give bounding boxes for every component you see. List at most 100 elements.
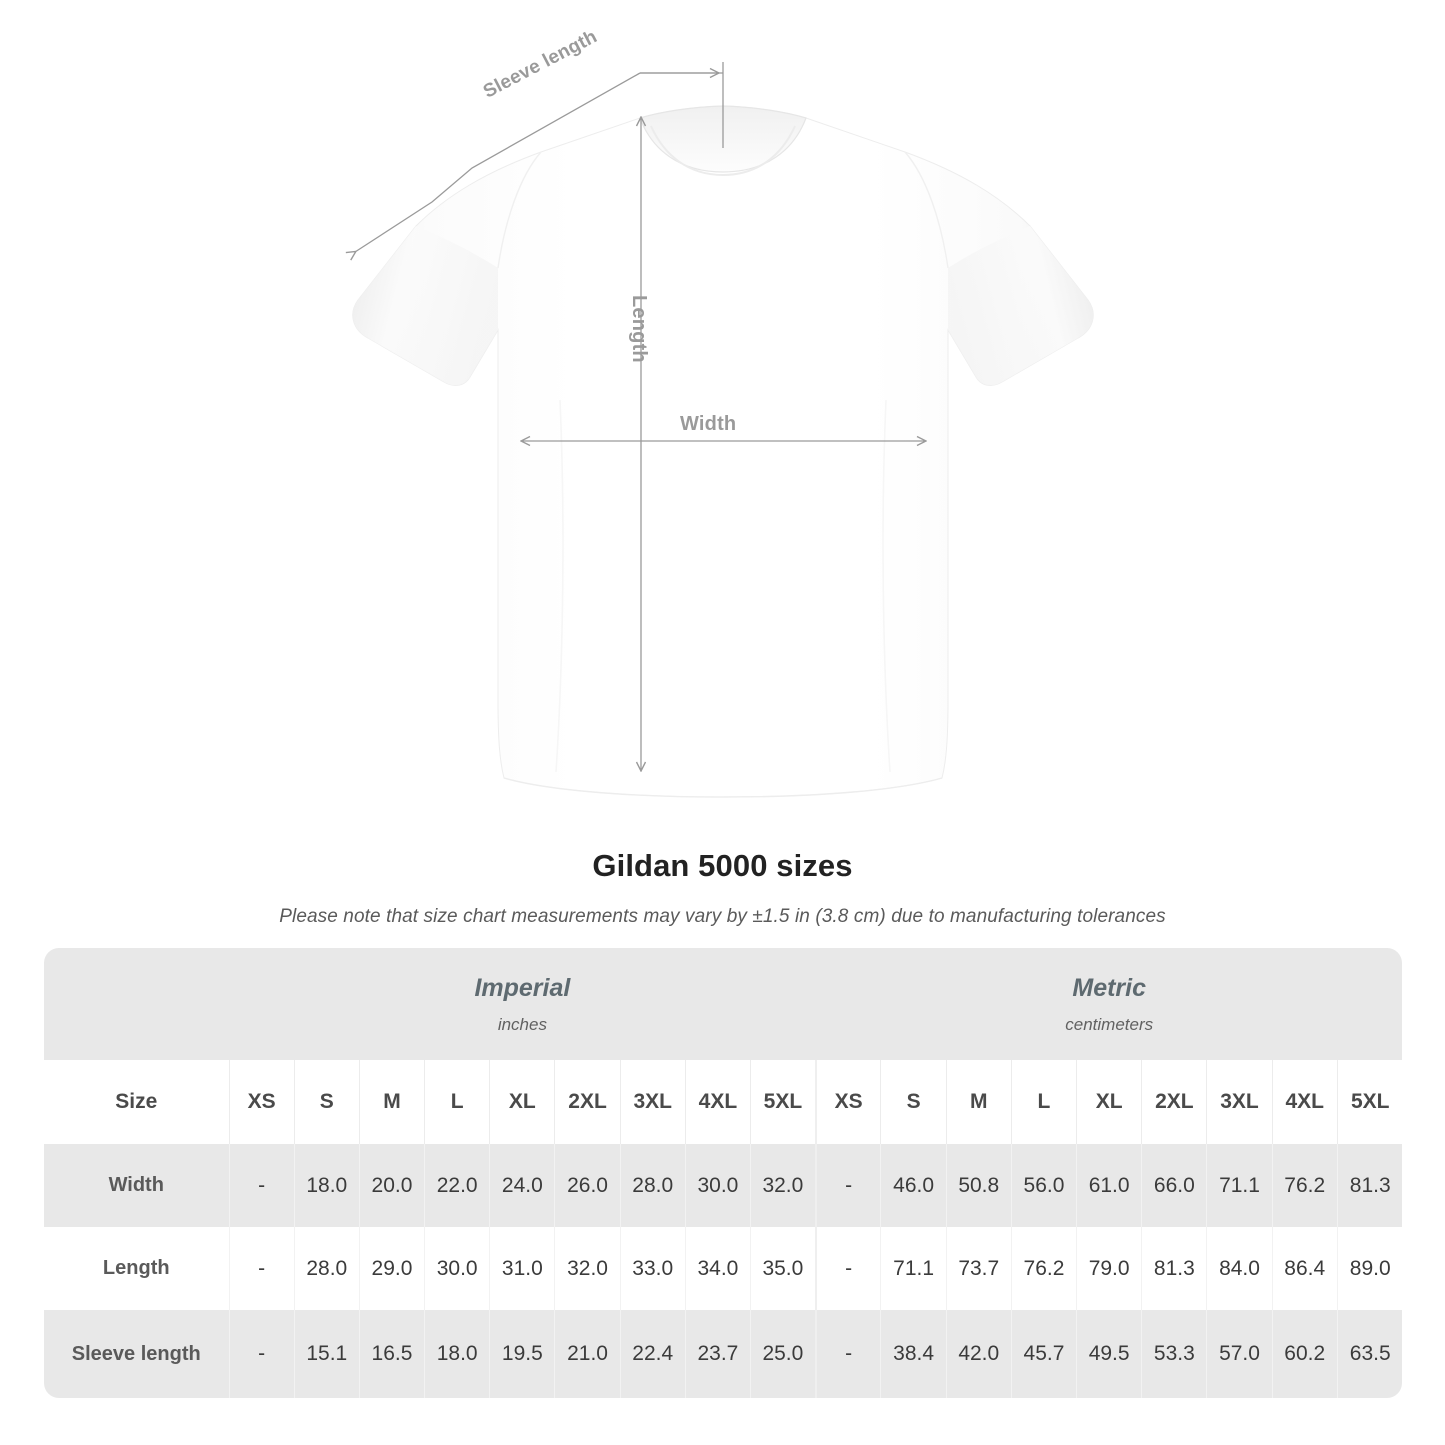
unit-sub-metric: centimeters — [1065, 1014, 1154, 1034]
cell-width-7: 30.0 — [684, 1144, 751, 1227]
size-header-imperial-3xl: 3XL — [619, 1060, 686, 1144]
row-label-width: Width — [44, 1144, 229, 1227]
tshirt-diagram: Sleeve length Length Width — [0, 26, 1094, 798]
cell-length-13: 79.0 — [1076, 1227, 1142, 1310]
tolerance-note: Please note that size chart measurements… — [279, 906, 1166, 927]
cell-width-14: 66.0 — [1141, 1144, 1207, 1227]
cell-length-16: 86.4 — [1271, 1227, 1338, 1310]
cell-sleeve-length-8: 25.0 — [749, 1310, 816, 1398]
table-body: Width -18.0 20.0 22.0 24.0 26.0 28.0 30.0 32.0-4… — [44, 1144, 1402, 1398]
size-row-label: Size — [44, 1060, 229, 1144]
cell-width-15: 71.1 — [1206, 1144, 1273, 1227]
cell-length-0: - — [228, 1227, 295, 1310]
cell-sleeve-length-2: 16.5 — [358, 1310, 425, 1398]
size-header-metric-4xl: 4XL — [1271, 1060, 1338, 1144]
unit-header-imperial: Imperial inches — [229, 948, 816, 1060]
size-header-metric-l: L — [1010, 1060, 1077, 1144]
cell-sleeve-length-1: 15.1 — [293, 1310, 360, 1398]
cell-sleeve-length-5: 21.0 — [554, 1310, 621, 1398]
size-header-imperial-5xl: 5XL — [749, 1060, 816, 1144]
cell-sleeve-length-13: 49.5 — [1076, 1310, 1142, 1398]
cell-width-17: 81.3 — [1336, 1144, 1402, 1227]
cell-width-11: 50.8 — [945, 1144, 1012, 1227]
cell-sleeve-length-11: 42.0 — [945, 1310, 1012, 1398]
row-label-length: Length — [44, 1227, 229, 1310]
cell-length-1: 28.0 — [293, 1227, 360, 1310]
size-header-imperial-xl: XL — [489, 1060, 555, 1144]
cell-width-1: 18.0 — [293, 1144, 360, 1227]
size-header-row: Size XS S M L XL 2XL 3XL 4XL 5XL XS S M L XL 2XL 3XL 4XL… — [44, 1060, 1402, 1144]
size-header-metric-xs: XS — [814, 1060, 881, 1144]
table-head: Imperial inches Metric centimeters Size … — [44, 948, 1402, 1144]
size-header-imperial-4xl: 4XL — [684, 1060, 751, 1144]
cell-length-9: - — [814, 1227, 881, 1310]
size-header-imperial-m: M — [358, 1060, 425, 1144]
cell-sleeve-length-3: 18.0 — [424, 1310, 490, 1398]
cell-sleeve-length-7: 23.7 — [684, 1310, 751, 1398]
unit-name-metric: Metric — [1072, 973, 1147, 1002]
table-row: Length -28.0 29.0 30.0 31.0 32.0 33.0 34.0 35.0-… — [44, 1227, 1402, 1310]
cell-width-13: 61.0 — [1076, 1144, 1142, 1227]
unit-band-spacer — [44, 948, 229, 1060]
cell-length-8: 35.0 — [749, 1227, 816, 1310]
size-chart-table: Imperial inches Metric centimeters Size … — [44, 948, 1402, 1398]
cell-length-4: 31.0 — [489, 1227, 555, 1310]
cell-length-17: 89.0 — [1336, 1227, 1402, 1310]
cell-width-3: 22.0 — [424, 1144, 490, 1227]
cell-length-11: 73.7 — [945, 1227, 1012, 1310]
cell-sleeve-length-12: 45.7 — [1010, 1310, 1077, 1398]
size-header-metric-s: S — [880, 1060, 947, 1144]
cell-width-2: 20.0 — [358, 1144, 425, 1227]
cell-sleeve-length-0: - — [228, 1310, 295, 1398]
size-header-imperial-xs: XS — [228, 1060, 295, 1144]
cell-length-15: 84.0 — [1206, 1227, 1273, 1310]
size-header-metric-xl: XL — [1076, 1060, 1142, 1144]
cell-width-8: 32.0 — [749, 1144, 816, 1227]
size-header-metric-5xl: 5XL — [1336, 1060, 1402, 1144]
cell-length-3: 30.0 — [424, 1227, 490, 1310]
cell-length-12: 76.2 — [1010, 1227, 1077, 1310]
size-header-imperial-l: L — [424, 1060, 490, 1144]
cell-width-5: 26.0 — [554, 1144, 621, 1227]
cell-sleeve-length-16: 60.2 — [1271, 1310, 1338, 1398]
tshirt-shape — [352, 105, 1094, 798]
size-header-metric-2xl: 2XL — [1141, 1060, 1207, 1144]
page-title: Gildan 5000 sizes — [592, 848, 853, 883]
cell-width-0: - — [228, 1144, 295, 1227]
cell-sleeve-length-6: 22.4 — [619, 1310, 686, 1398]
cell-length-5: 32.0 — [554, 1227, 621, 1310]
cell-width-9: - — [814, 1144, 881, 1227]
cell-sleeve-length-14: 53.3 — [1141, 1310, 1207, 1398]
cell-width-10: 46.0 — [880, 1144, 947, 1227]
unit-name-imperial: Imperial — [474, 973, 571, 1002]
cell-length-6: 33.0 — [619, 1227, 686, 1310]
cell-width-4: 24.0 — [489, 1144, 555, 1227]
size-header-imperial-s: S — [293, 1060, 360, 1144]
size-header-metric-3xl: 3XL — [1206, 1060, 1273, 1144]
cell-sleeve-length-17: 63.5 — [1336, 1310, 1402, 1398]
cell-length-14: 81.3 — [1141, 1227, 1207, 1310]
cell-length-7: 34.0 — [684, 1227, 751, 1310]
size-header-imperial-2xl: 2XL — [554, 1060, 621, 1144]
measurement-guides — [355, 62, 925, 770]
cell-length-10: 71.1 — [880, 1227, 947, 1310]
cell-width-6: 28.0 — [619, 1144, 686, 1227]
cell-width-12: 56.0 — [1010, 1144, 1077, 1227]
tshirt-illustration — [0, 62, 1094, 798]
size-header-metric-m: M — [945, 1060, 1012, 1144]
unit-band-row: Imperial inches Metric centimeters — [44, 948, 1402, 1060]
title-block: Gildan 5000 sizes Please note that size … — [0, 848, 1445, 928]
cell-length-2: 29.0 — [358, 1227, 425, 1310]
table-row: Width -18.0 20.0 22.0 24.0 26.0 28.0 30.0 32.0-4… — [44, 1144, 1402, 1227]
unit-sub-imperial: inches — [497, 1014, 547, 1034]
cell-width-16: 76.2 — [1271, 1144, 1338, 1227]
unit-header-metric: Metric centimeters — [816, 948, 1402, 1060]
size-chart-table-container: Imperial inches Metric centimeters Size … — [44, 948, 1402, 1398]
cell-sleeve-length-9: - — [814, 1310, 881, 1398]
table-row: Sleeve length -15.1 16.5 18.0 19.5 21.0 22.4 23… — [44, 1310, 1402, 1398]
row-label-sleeve-length: Sleeve length — [44, 1310, 229, 1398]
cell-sleeve-length-10: 38.4 — [880, 1310, 947, 1398]
cell-sleeve-length-4: 19.5 — [489, 1310, 555, 1398]
cell-sleeve-length-15: 57.0 — [1206, 1310, 1273, 1398]
